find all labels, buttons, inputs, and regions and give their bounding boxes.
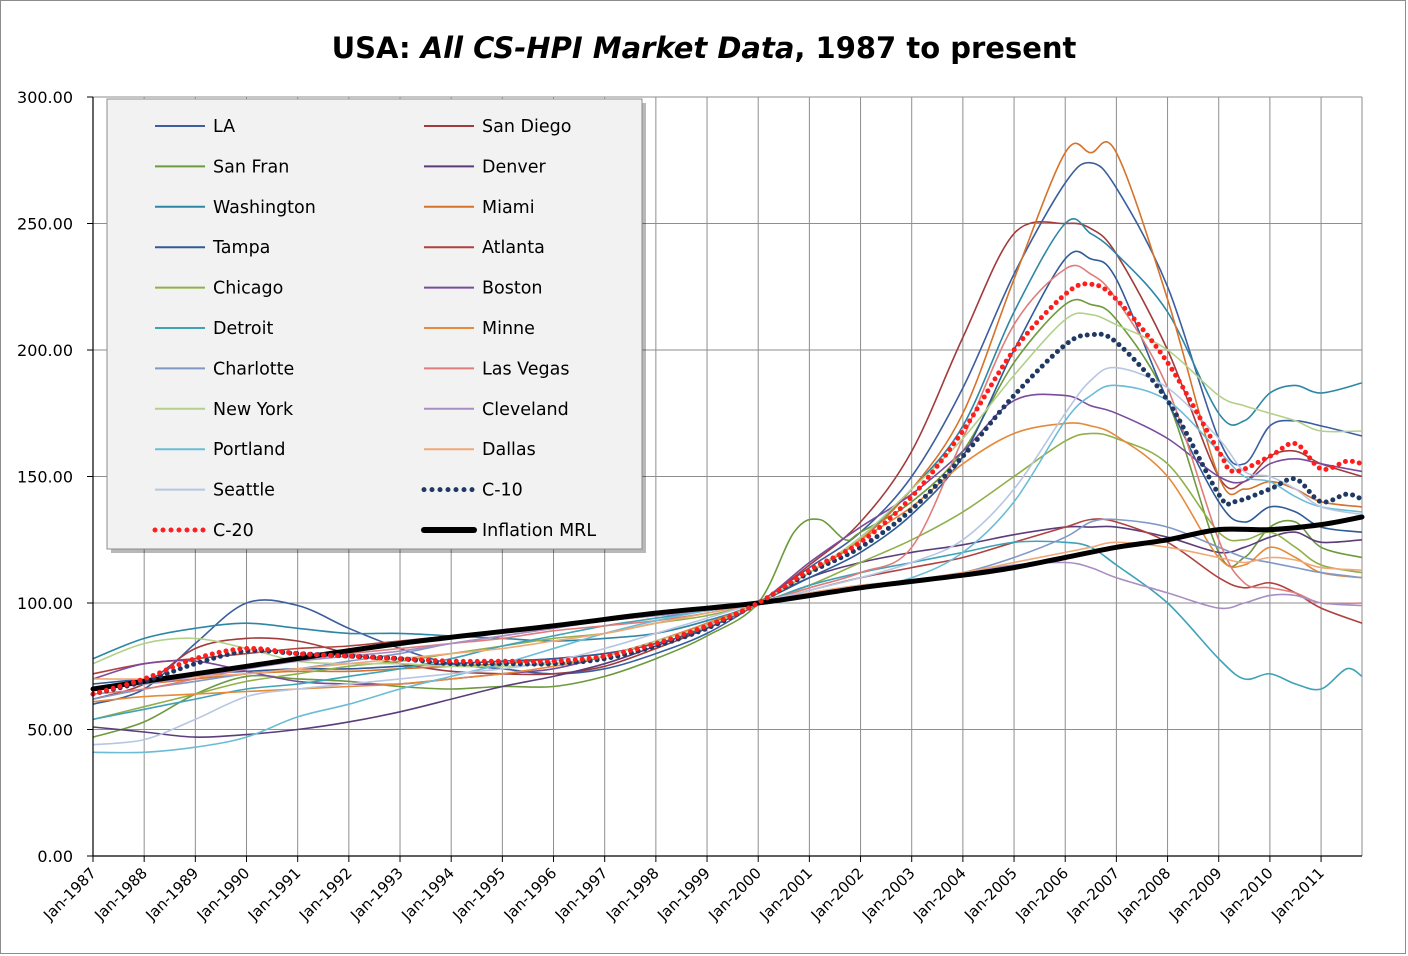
x-tick-label: Jan-1989 — [142, 864, 203, 925]
legend-label: San Diego — [482, 117, 571, 137]
y-tick-label: 50.00 — [27, 721, 73, 740]
legend-item-charlotte: Charlotte — [155, 359, 294, 379]
legend-label: Chicago — [213, 279, 283, 299]
title-italic: All CS-HPI Market Data — [419, 31, 795, 65]
x-tick-label: Jan-2010 — [1216, 864, 1277, 925]
x-tick-label: Jan-1988 — [90, 864, 151, 925]
legend-label: New York — [213, 400, 294, 420]
legend-item-chicago: Chicago — [155, 279, 283, 299]
legend-item-inflation-mrl: Inflation MRL — [421, 521, 596, 541]
legend-item-minne: Minne — [424, 319, 535, 339]
x-tick-label: Jan-2006 — [1011, 864, 1072, 925]
legend-label: LA — [213, 117, 235, 137]
legend-label: Cleveland — [482, 400, 569, 420]
x-tick-label: Jan-1999 — [653, 864, 714, 925]
legend-item-c-20: C-20 — [152, 521, 254, 541]
legend-item-detroit: Detroit — [155, 319, 273, 339]
legend-item-miami: Miami — [424, 198, 535, 218]
legend-label: Las Vegas — [482, 359, 569, 379]
legend: LA San Diego San Fran Denver Washington Miami… — [106, 98, 646, 553]
series-line-detroit — [92, 540, 1363, 721]
series-line-seattle — [92, 366, 1363, 746]
legend-label: Minne — [482, 319, 535, 339]
x-tick-label: Jan-1997 — [551, 864, 612, 925]
legend-label: Washington — [213, 198, 316, 218]
legend-label: Atlanta — [482, 238, 545, 258]
legend-item-denver: Denver — [424, 157, 546, 177]
x-tick-label: Jan-1996 — [500, 864, 561, 925]
x-tick-label: Jan-1987 — [39, 864, 100, 925]
y-tick-label: 250.00 — [17, 215, 73, 234]
series-line-san-fran — [92, 298, 1363, 738]
series-line-dallas — [92, 541, 1363, 680]
legend-label: Detroit — [213, 319, 273, 339]
series-line-c-20 — [90, 281, 1365, 697]
legend-label: Dallas — [482, 440, 536, 460]
legend-label: Denver — [482, 157, 546, 177]
y-tick-label: 100.00 — [17, 594, 73, 613]
x-tick-label: Jan-2001 — [756, 864, 817, 925]
legend-label: San Fran — [213, 157, 289, 177]
series-line-inflation-mrl — [90, 514, 1365, 692]
x-tick-label: Jan-1990 — [193, 864, 254, 925]
x-tick-label: Jan-2000 — [704, 864, 765, 925]
x-tick-label: Jan-2002 — [807, 864, 868, 925]
legend-label: Seattle — [213, 481, 275, 501]
x-tick-label: Jan-1998 — [602, 864, 663, 925]
y-tick-label: 0.00 — [37, 847, 73, 866]
legend-item-washington: Washington — [155, 198, 316, 218]
legend-label: Inflation MRL — [482, 521, 596, 541]
x-tick-label: Jan-2003 — [858, 864, 919, 925]
y-tick-label: 150.00 — [17, 468, 73, 487]
legend-item-atlanta: Atlanta — [424, 238, 545, 258]
x-tick-label: Jan-2005 — [960, 864, 1021, 925]
legend-label: Tampa — [212, 238, 270, 258]
legend-label: Charlotte — [213, 359, 294, 379]
legend-item-la: LA — [155, 117, 235, 137]
y-tick-label: 200.00 — [17, 341, 73, 360]
series-lines — [90, 141, 1365, 754]
legend-item-new-york: New York — [155, 400, 294, 420]
title-prefix: USA: — [332, 31, 421, 65]
x-tick-label: Jan-2004 — [909, 864, 970, 925]
legend-label: C-10 — [482, 481, 523, 501]
x-tick-label: Jan-1992 — [295, 864, 356, 925]
x-tick-label: Jan-2008 — [1114, 864, 1175, 925]
legend-item-cleveland: Cleveland — [424, 400, 569, 420]
x-tick-label: Jan-1993 — [346, 864, 407, 925]
x-tick-label: Jan-2009 — [1165, 864, 1226, 925]
x-tick-label: Jan-2007 — [1063, 864, 1124, 925]
series-line-tampa — [92, 250, 1363, 685]
legend-item-dallas: Dallas — [424, 440, 536, 460]
legend-label: Portland — [213, 440, 285, 460]
legend-box — [106, 98, 643, 550]
series-line-las-vegas — [92, 264, 1363, 695]
legend-label: Boston — [482, 279, 543, 299]
legend-item-las-vegas: Las Vegas — [424, 359, 569, 379]
legend-item-san-fran: San Fran — [155, 157, 289, 177]
x-tick-label: Jan-2011 — [1267, 864, 1328, 925]
legend-item-san-diego: San Diego — [424, 117, 571, 137]
legend-item-tampa: Tampa — [155, 238, 270, 258]
legend-label: Miami — [482, 198, 535, 218]
x-tick-label: Jan-1991 — [244, 864, 305, 925]
y-tick-label: 300.00 — [17, 88, 73, 107]
series-line-c-10 — [90, 331, 1365, 697]
legend-item-boston: Boston — [424, 279, 543, 299]
series-line-denver — [92, 525, 1363, 738]
chart-title: USA: All CS-HPI Market Data, 1987 to pre… — [332, 31, 1077, 65]
x-tick-label: Jan-1994 — [397, 864, 458, 925]
series-line-boston — [92, 393, 1363, 686]
legend-label: C-20 — [213, 521, 254, 541]
title-suffix: , 1987 to present — [794, 31, 1076, 65]
legend-item-c-10: C-10 — [421, 481, 523, 501]
legend-item-seattle: Seattle — [155, 481, 275, 501]
legend-item-portland: Portland — [155, 440, 285, 460]
x-tick-label: Jan-1995 — [449, 864, 510, 925]
